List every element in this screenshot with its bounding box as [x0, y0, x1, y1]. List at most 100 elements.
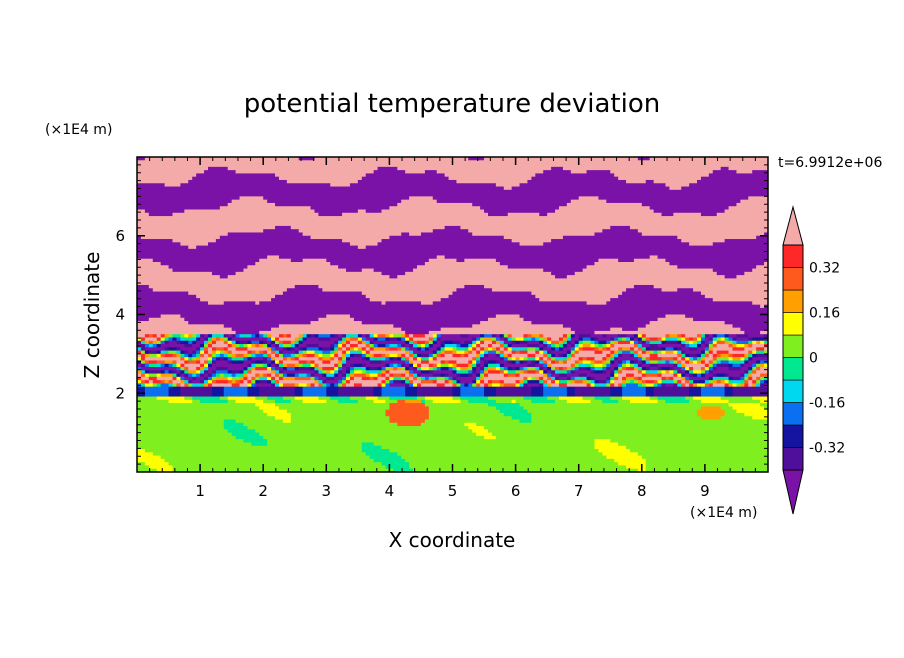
- field-cell: [519, 380, 525, 385]
- field-cell: [436, 347, 442, 352]
- field-cell: [582, 396, 596, 401]
- field-cell: [192, 380, 201, 385]
- field-cell: [732, 386, 768, 391]
- field-cell: [633, 344, 639, 348]
- field-cell: [491, 432, 768, 437]
- field-cell: [377, 242, 521, 247]
- field-cell: [207, 380, 213, 385]
- field-cell: [290, 353, 296, 358]
- field-cell: [539, 370, 544, 375]
- field-cell: [551, 360, 556, 365]
- field-cell: [353, 317, 489, 322]
- field-cell: [728, 373, 741, 378]
- field-cell: [405, 373, 410, 378]
- field-cell: [681, 353, 686, 358]
- field-cell: [555, 344, 560, 348]
- field-cell: [385, 370, 390, 375]
- field-cell: [310, 206, 390, 211]
- field-cell: [310, 360, 316, 365]
- field-cell: [657, 367, 663, 371]
- field-cell: [602, 334, 607, 339]
- field-cell: [487, 212, 509, 217]
- field-cell: [381, 209, 485, 214]
- field-cell: [566, 370, 572, 375]
- field-cell: [732, 337, 738, 342]
- field-cell: [137, 271, 213, 276]
- field-cell: [543, 347, 552, 352]
- field-cell: [140, 235, 221, 240]
- field-cell: [752, 383, 757, 388]
- field-cell: [306, 383, 312, 388]
- field-cell: [610, 389, 623, 394]
- field-cell: [275, 373, 280, 378]
- field-cell: [164, 347, 170, 352]
- field-cell: [420, 367, 430, 371]
- field-cell: [752, 353, 757, 358]
- field-cell: [196, 370, 201, 375]
- field-cell: [424, 340, 430, 345]
- field-cell: [436, 357, 473, 362]
- field-cell: [531, 334, 540, 339]
- field-cell: [235, 271, 383, 276]
- field-cell: [401, 327, 442, 332]
- field-cell: [239, 196, 264, 201]
- field-cell: [716, 334, 726, 339]
- field-cell: [535, 367, 540, 371]
- field-cell: [704, 360, 710, 365]
- field-cell: [756, 383, 761, 388]
- field-cell: [594, 347, 600, 352]
- field-cell: [562, 357, 568, 362]
- field-cell: [349, 357, 363, 362]
- field-cell: [661, 288, 678, 293]
- field-cell: [401, 376, 406, 381]
- field-cell: [227, 380, 233, 385]
- field-cell: [207, 363, 213, 368]
- field-cell: [164, 360, 174, 365]
- field-cell: [677, 235, 757, 240]
- field-cell: [420, 422, 465, 427]
- field-cell: [515, 360, 521, 365]
- field-cell: [172, 360, 178, 365]
- field-cell: [140, 373, 146, 378]
- field-cell: [637, 229, 768, 234]
- field-cell: [180, 386, 213, 391]
- field-cell: [484, 363, 489, 368]
- field-cell: [472, 363, 477, 368]
- field-cell: [176, 367, 181, 371]
- field-cell: [211, 386, 225, 391]
- field-cell: [207, 350, 213, 355]
- field-cell: [555, 399, 568, 404]
- field-cell: [322, 350, 331, 355]
- field-cell: [417, 347, 422, 352]
- field-cell: [290, 357, 296, 362]
- field-cell: [294, 376, 312, 381]
- field-cell: [357, 245, 367, 250]
- field-cell: [677, 357, 682, 362]
- field-cell: [432, 229, 469, 234]
- field-cell: [728, 380, 734, 385]
- field-cell: [432, 334, 438, 339]
- field-cell: [207, 370, 213, 375]
- field-cell: [752, 416, 768, 421]
- field-cell: [417, 373, 422, 378]
- colorbar-segment: [782, 312, 804, 336]
- field-cell: [700, 399, 730, 404]
- field-cell: [760, 340, 765, 345]
- field-cell: [137, 412, 268, 417]
- field-cell: [523, 357, 529, 362]
- field-cell: [385, 301, 422, 306]
- field-cell: [227, 396, 256, 401]
- field-cell: [558, 373, 568, 378]
- field-cell: [377, 367, 383, 371]
- field-cell: [574, 347, 580, 352]
- field-cell: [484, 373, 489, 378]
- field-cell: [633, 284, 655, 289]
- field-cell: [468, 383, 473, 388]
- field-cell: [704, 363, 710, 368]
- field-cell: [736, 334, 749, 339]
- field-cell: [168, 337, 174, 342]
- field-cell: [389, 344, 398, 348]
- field-cell: [590, 367, 596, 371]
- field-cell: [756, 353, 768, 358]
- field-cell: [338, 386, 375, 391]
